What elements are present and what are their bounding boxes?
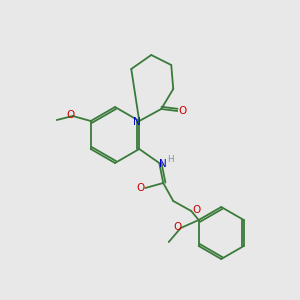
Text: N: N xyxy=(159,159,167,169)
Text: O: O xyxy=(192,205,200,215)
Text: N: N xyxy=(134,117,141,127)
Text: O: O xyxy=(178,106,186,116)
Text: O: O xyxy=(174,222,182,232)
Text: O: O xyxy=(67,110,75,120)
Text: H: H xyxy=(167,154,174,164)
Text: O: O xyxy=(136,183,144,193)
